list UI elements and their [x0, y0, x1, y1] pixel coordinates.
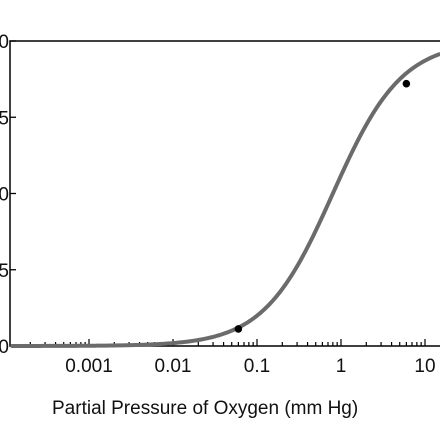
data-point — [402, 79, 411, 88]
x-tick-label: 0.001 — [65, 356, 113, 377]
y-tick-label: 0.75 — [0, 108, 9, 129]
y-tick-label: 0 — [0, 337, 9, 358]
data-point — [234, 325, 243, 333]
x-axis-title: Partial Pressure of Oxygen (mm Hg) — [52, 398, 358, 419]
x-tick-label: 10 — [414, 356, 435, 377]
y-tick-label: 0.25 — [0, 261, 9, 282]
y-tick-label: 1.00 — [0, 32, 9, 53]
x-tick-label: 1 — [336, 356, 347, 377]
data-points — [234, 79, 411, 333]
saturation-curve — [10, 52, 440, 348]
y-axis-ticks: 0 0.25 0.50 0.75 1.00 — [0, 32, 16, 358]
plot-frame — [9, 40, 440, 347]
x-tick-label: 0.01 — [155, 356, 192, 377]
y-tick-label: 0.50 — [0, 185, 9, 206]
x-tick-label: 0.1 — [244, 356, 270, 377]
